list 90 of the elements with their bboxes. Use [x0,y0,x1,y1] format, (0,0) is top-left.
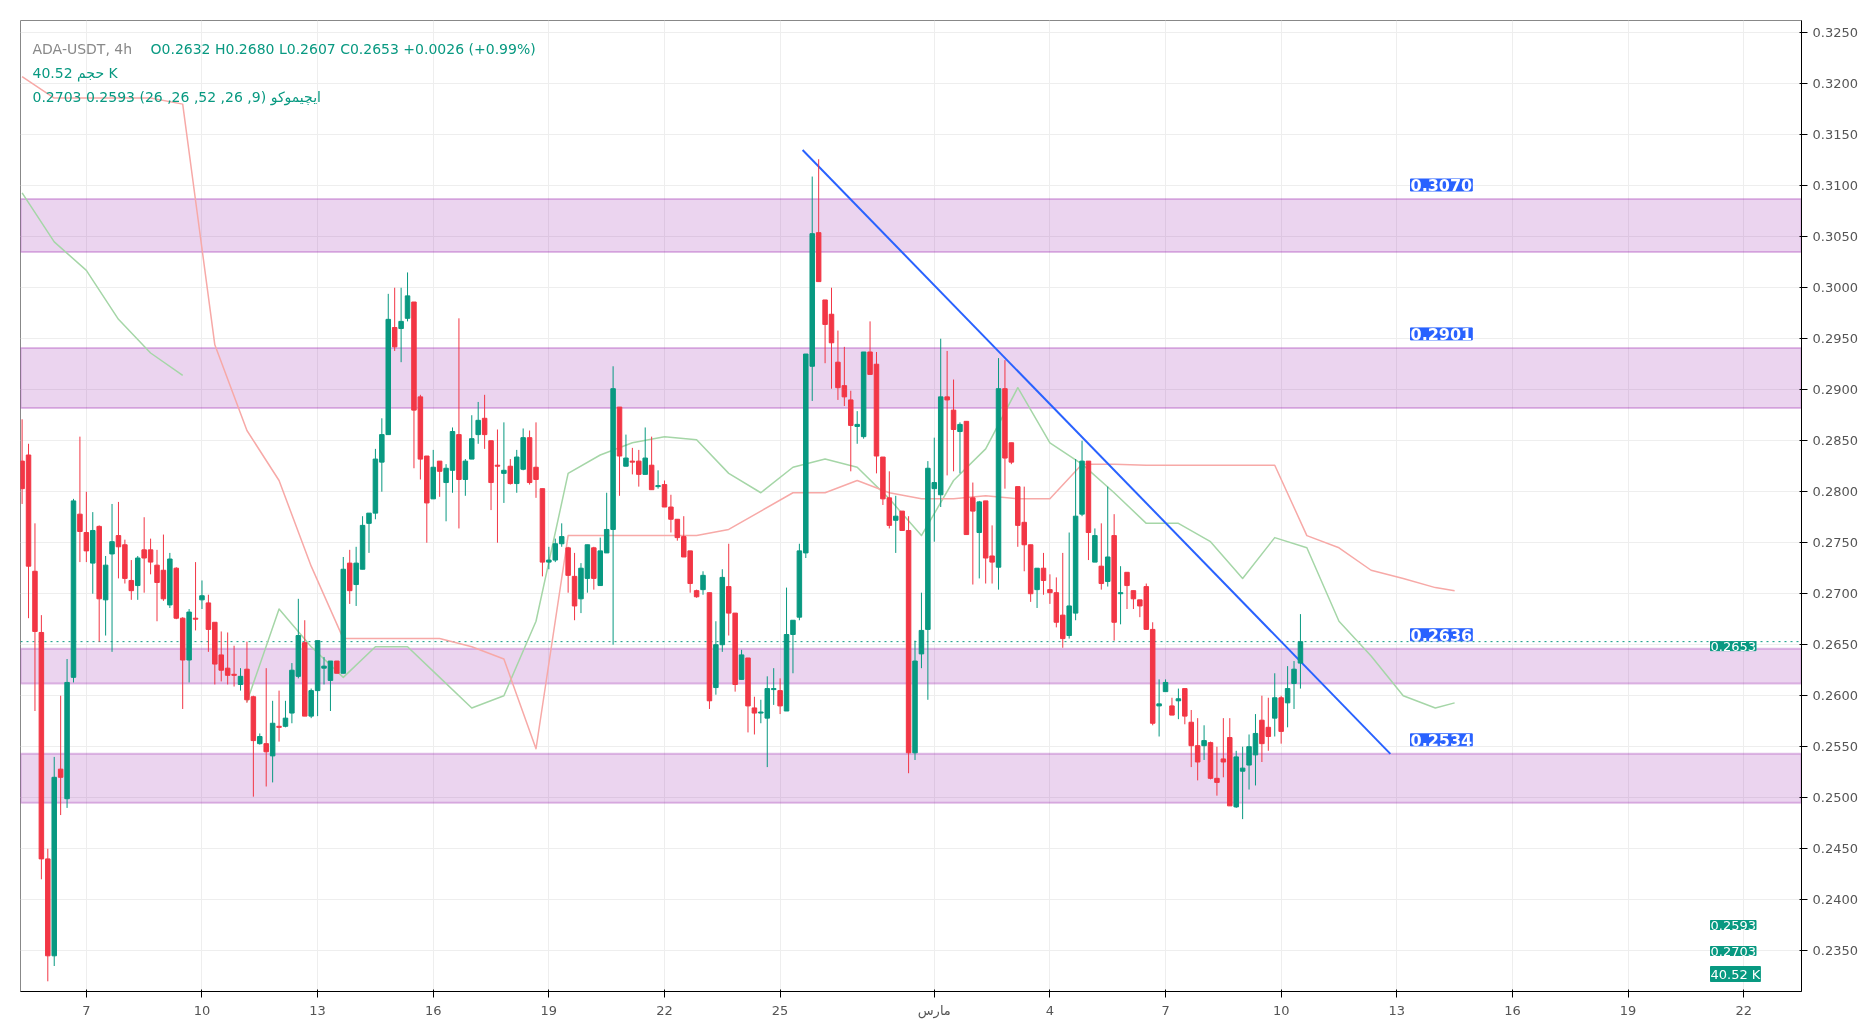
y-tick-label: 0.2650 [1812,637,1858,653]
candlestick [436,460,443,498]
candlestick [391,287,398,352]
y-tick-label: 0.2750 [1812,535,1858,551]
candlestick [1175,688,1182,720]
annotation: 0.2703 [1710,943,1756,959]
candlestick [1297,613,1304,690]
x-tick-label: 19 [540,1002,558,1018]
candlestick [469,414,475,460]
candlestick [237,667,244,692]
band-label: 0.3070 [1410,175,1473,195]
candlestick [1117,565,1124,625]
candlestick [777,677,783,715]
band-label: 0.2534 [1410,730,1473,750]
x-tick-label: 16 [424,1002,442,1018]
y-tick-label: 0.2700 [1812,586,1858,602]
y-tick-label: 0.3000 [1812,280,1858,296]
y-tick-label: 0.2900 [1812,382,1858,398]
band-label: 0.2636 [1410,625,1473,645]
candlestick [918,592,925,669]
candlestick [1201,724,1207,761]
ref-line-label: 0.2653 [1710,638,1756,654]
x-tick-label: 22 [1735,1002,1752,1018]
candlestick [944,350,950,476]
candlestick [276,690,282,743]
y-tick-label: 0.2600 [1812,688,1858,704]
candlestick [481,394,488,450]
x-tick-label: 22 [656,1002,673,1018]
candlestick [282,700,289,728]
x-tick-label: 25 [771,1002,789,1018]
candlestick [501,421,507,504]
annotation: حجم 40.52 K [32,64,119,82]
candlestick [1156,678,1162,738]
y-tick-label: 0.3150 [1812,127,1858,143]
candlestick [263,667,269,787]
y-tick-label: 0.2950 [1812,331,1858,347]
candlestick [83,491,90,563]
x-tick-label: 10 [193,1002,211,1018]
annotation: 40.52 K [1710,966,1761,982]
x-tick-label: مارس [917,1002,951,1019]
candlestick [1284,665,1291,728]
y-tick-label: 0.2800 [1812,484,1858,500]
candlestick [404,271,411,322]
x-tick-label: 4 [1045,1002,1055,1018]
annotation: ایچیموکو (9, 26, 52, 26, 26) 0.2593 0.2703 [32,88,321,106]
x-tick-label: 19 [1619,1002,1637,1018]
candlestick [950,379,957,472]
y-tick-label: 0.3100 [1812,178,1858,194]
x-tick-label: 10 [1272,1002,1290,1018]
candlestick [475,401,481,445]
x-tick-label: 16 [1504,1002,1521,1018]
candlestick [957,421,963,474]
y-tick-label: 0.2450 [1812,841,1858,857]
candlestick [1040,552,1047,596]
y-tick-label: 0.3200 [1812,76,1858,92]
x-tick-label: 7 [82,1002,91,1018]
candlestick [199,579,205,610]
candlestick [192,561,199,631]
candlestick [700,570,706,596]
y-tick-label: 0.2850 [1812,433,1858,449]
candlestick [1098,522,1105,591]
candlestick [128,559,135,601]
band-label: 0.2901 [1410,324,1473,344]
candlestick [623,434,629,467]
candlestick [751,696,758,735]
candlestick [77,436,83,563]
x-tick-label: 7 [1161,1002,1170,1018]
y-tick-label: 0.2350 [1812,943,1858,959]
candlestick [398,287,404,363]
candlestick [655,469,661,490]
candlestick [57,695,64,816]
candlestick [462,458,469,497]
x-tick-label: 13 [309,1002,326,1018]
annotation: 0.2593 [1710,917,1756,933]
candlestick [1291,660,1297,710]
candlestick [1124,571,1130,610]
y-tick-label: 0.2500 [1812,790,1858,806]
candlestick [507,458,514,486]
x-tick-label: 13 [1388,1002,1406,1018]
candlestick [1034,567,1040,609]
annotation: O0.2632 H0.2680 L0.2607 C0.2653 +0.0026 (+0.99%) [150,40,536,57]
y-tick-label: 0.2550 [1812,739,1858,755]
candlestick [1130,590,1137,610]
candlestick [1272,672,1278,738]
candlestick [893,495,899,554]
y-tick-label: 0.2400 [1812,892,1858,908]
candlestick [642,426,648,475]
text: ADA-USDT, 4h [32,40,133,57]
y-tick-label: 0.3250 [1812,25,1858,41]
y-tick-label: 0.3050 [1812,229,1858,245]
